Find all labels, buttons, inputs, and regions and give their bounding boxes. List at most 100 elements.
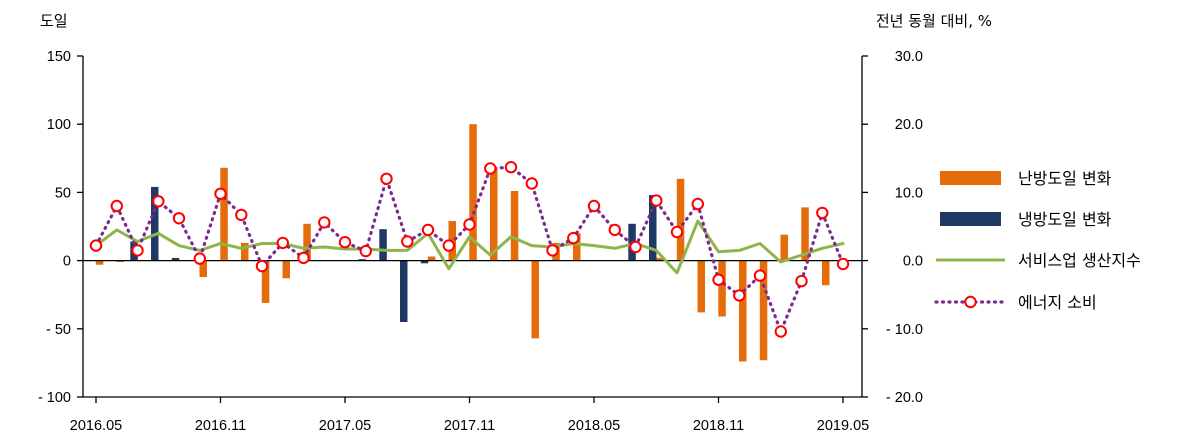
axes-layer	[82, 56, 863, 398]
energy-point	[546, 244, 559, 257]
energy-point	[110, 199, 124, 213]
x-tick-label: 2017.05	[319, 418, 371, 434]
x-tick-label: 2016.05	[70, 418, 122, 434]
energy-point	[89, 239, 103, 252]
cooling-bar	[379, 229, 387, 261]
energy-point	[131, 244, 144, 257]
energy-point	[525, 177, 538, 190]
left-axis-label: 도일	[40, 12, 68, 30]
x-tick-label: 2017.11	[444, 418, 495, 434]
energy-point	[691, 197, 704, 211]
energy-point	[463, 218, 476, 231]
ticks-layer: - 100 - 50 0 50 100 150 - 20.0 - 10.0 0.0 10.0 20.…	[38, 49, 923, 434]
heating-bar	[676, 178, 685, 261]
energy-point	[214, 187, 227, 201]
left-tick-label: - 100	[38, 390, 71, 406]
energy-point	[421, 223, 435, 237]
right-tick-label: 20.0	[895, 117, 923, 133]
energy-point	[235, 208, 248, 222]
heating-bar	[116, 260, 124, 262]
legend-swatch	[934, 295, 1007, 309]
energy-point	[380, 172, 393, 186]
energy-point	[816, 206, 829, 220]
heating-bar	[510, 191, 519, 261]
left-tick-label: 100	[47, 117, 71, 133]
energy-point	[567, 231, 580, 245]
energy-point	[255, 259, 269, 273]
energy-point	[338, 236, 352, 249]
heating-bar	[822, 260, 830, 286]
service-index-line	[94, 219, 845, 275]
heating-bar	[303, 223, 311, 261]
energy-point	[608, 223, 621, 237]
cooling-bar	[420, 260, 429, 264]
energy-point	[670, 225, 684, 239]
energy-point	[712, 273, 725, 286]
energy-point	[795, 274, 808, 288]
cooling-bar	[171, 257, 180, 261]
x-tick-label: 2018.11	[693, 418, 744, 434]
x-tick-label: 2018.05	[568, 418, 620, 434]
heating-bar	[759, 260, 768, 361]
energy-point	[650, 194, 663, 207]
cooling-bar	[358, 259, 366, 261]
legend-label: 에너지 소비	[1018, 293, 1097, 312]
lines-layer	[89, 161, 850, 338]
heating-bar	[573, 233, 581, 261]
energy-point	[774, 325, 787, 338]
energy-point	[276, 236, 289, 250]
energy-point	[484, 162, 497, 175]
energy-point	[753, 269, 767, 282]
energy-point	[359, 244, 372, 258]
heating-bar	[220, 167, 228, 261]
heating-bar	[282, 260, 290, 279]
right-axis-label: 전년 동월 대비, %	[876, 12, 992, 30]
heating-bar	[718, 260, 726, 317]
heating-bar	[241, 242, 249, 261]
heating-bar	[656, 257, 664, 261]
heating-bar	[469, 124, 477, 261]
energy-point	[401, 235, 414, 248]
right-tick-label: 30.0	[895, 49, 923, 65]
heating-bar	[199, 260, 207, 277]
energy-point	[152, 195, 165, 208]
energy-point	[836, 257, 850, 271]
cooling-bar	[649, 195, 657, 261]
energy-point	[504, 161, 518, 174]
cooling-bar	[151, 186, 159, 261]
right-tick-label: - 10.0	[886, 322, 923, 338]
legend-swatch	[940, 171, 1001, 185]
heating-bar	[801, 207, 809, 261]
heating-bar	[427, 256, 436, 261]
bars-layer	[95, 124, 830, 362]
legend-label: 서비스업 생산지수	[1018, 251, 1141, 270]
x-tick-label: 2016.11	[195, 418, 246, 434]
energy-point	[193, 252, 207, 265]
left-tick-label: 150	[47, 49, 71, 65]
x-tick-label: 2019.05	[817, 418, 869, 434]
left-tick-label: 0	[63, 254, 71, 270]
heating-bar	[261, 260, 270, 303]
energy-point	[442, 239, 455, 252]
left-tick-label: 50	[55, 185, 71, 201]
heating-bar	[531, 260, 539, 339]
left-tick-label: - 50	[46, 322, 71, 338]
heating-bar	[490, 169, 498, 261]
heating-bar	[739, 260, 747, 362]
energy-point	[629, 240, 642, 254]
heating-bar	[780, 234, 788, 261]
right-tick-label: 10.0	[895, 185, 923, 201]
energy-point	[587, 199, 601, 213]
energy-point	[318, 216, 331, 229]
cooling-bar	[400, 260, 408, 322]
legend-label: 난방도일 변화	[1018, 169, 1112, 188]
energy-point	[297, 251, 310, 265]
heating-bar	[95, 260, 104, 265]
energy-point	[733, 289, 746, 302]
legend-swatch	[940, 212, 1001, 226]
heating-bar	[697, 260, 705, 313]
legend-label: 냉방도일 변화	[1018, 210, 1112, 229]
energy-point	[172, 212, 186, 225]
